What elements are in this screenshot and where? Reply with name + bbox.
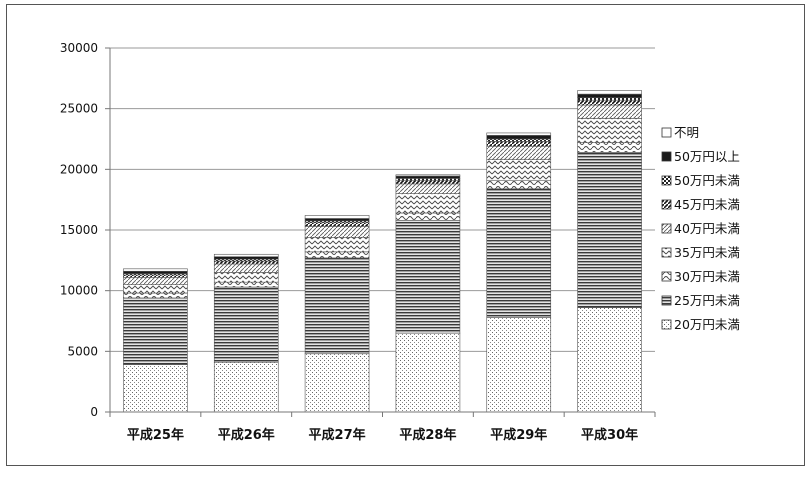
bar-segment bbox=[213, 263, 279, 273]
legend-label: 20万円未満 bbox=[674, 317, 740, 332]
legend-label: 45万円未満 bbox=[674, 197, 740, 212]
bar-segment bbox=[577, 118, 642, 143]
y-tick-label: 30000 bbox=[60, 41, 98, 55]
legend-swatch bbox=[661, 271, 672, 282]
y-tick-label: 15000 bbox=[60, 223, 98, 237]
legend-swatch bbox=[661, 247, 672, 258]
bar-segment bbox=[304, 222, 370, 227]
bar-segment bbox=[577, 90, 642, 95]
bar-segment bbox=[213, 253, 279, 257]
x-tick-label: 平成25年 bbox=[127, 427, 184, 443]
bar-segment bbox=[395, 174, 461, 177]
legend-swatch bbox=[661, 151, 672, 162]
bar-segment bbox=[304, 226, 370, 238]
bar-segment bbox=[304, 251, 370, 259]
bar-segment bbox=[577, 142, 642, 153]
x-tick-label: 平成30年 bbox=[581, 427, 638, 443]
bar-segment bbox=[486, 159, 552, 181]
bar-segment bbox=[213, 281, 279, 288]
y-tick-label: 5000 bbox=[67, 344, 98, 358]
bar-segment bbox=[123, 292, 188, 299]
bar-segment bbox=[123, 277, 188, 285]
bar-segment bbox=[395, 332, 461, 413]
bar-segment bbox=[486, 141, 552, 147]
y-tick-label: 10000 bbox=[60, 284, 98, 298]
legend-label: 不明 bbox=[674, 125, 699, 140]
bar-segment bbox=[577, 97, 642, 101]
legend-label: 50万円未満 bbox=[674, 173, 740, 188]
x-tick-label: 平成27年 bbox=[309, 427, 366, 443]
bar-segment bbox=[123, 274, 188, 278]
legend-swatch bbox=[661, 175, 672, 186]
bar-segment bbox=[395, 183, 461, 194]
legend-label: 50万円以上 bbox=[674, 149, 740, 164]
legend-label: 35万円未満 bbox=[674, 245, 740, 260]
bar-segment bbox=[486, 145, 552, 160]
bar-segment bbox=[486, 138, 552, 142]
bar-segment bbox=[213, 260, 279, 265]
bar-segment bbox=[213, 286, 279, 363]
bar-segment bbox=[123, 364, 188, 413]
legend-swatch bbox=[661, 319, 672, 330]
bar-segment bbox=[395, 212, 461, 221]
legend-swatch bbox=[661, 127, 672, 138]
bar-segment bbox=[304, 215, 370, 219]
bar-segment bbox=[123, 268, 188, 272]
y-tick-label: 25000 bbox=[60, 102, 98, 116]
legend-swatch bbox=[661, 199, 672, 210]
x-tick-label: 平成26年 bbox=[218, 427, 275, 443]
bar-segment bbox=[395, 219, 461, 334]
bar-segment bbox=[213, 361, 279, 413]
bar-segment bbox=[486, 188, 552, 318]
legend-swatch bbox=[661, 295, 672, 306]
x-tick-label: 平成29年 bbox=[490, 427, 547, 443]
bar-segment bbox=[486, 132, 552, 136]
bar-segment bbox=[486, 179, 552, 190]
legend-label: 30万円未満 bbox=[674, 269, 740, 284]
bar-segment bbox=[395, 179, 461, 185]
bar-segment bbox=[577, 93, 642, 99]
bar-segment bbox=[304, 257, 370, 355]
bar-segment bbox=[395, 175, 461, 179]
bar-segment bbox=[304, 236, 370, 253]
bar-segment bbox=[577, 152, 642, 308]
bar-segment bbox=[123, 284, 188, 294]
bar-segment bbox=[486, 317, 552, 413]
bar-segment bbox=[486, 135, 552, 140]
bar-segment bbox=[304, 353, 370, 413]
bar-segment bbox=[213, 272, 279, 283]
legend-label: 40万円未満 bbox=[674, 221, 740, 236]
y-tick-label: 20000 bbox=[60, 162, 98, 176]
legend-label: 25万円未満 bbox=[674, 293, 740, 308]
x-tick-label: 平成28年 bbox=[399, 427, 456, 443]
bar-segment bbox=[577, 307, 642, 413]
bar-segment bbox=[123, 297, 188, 365]
bar-segment bbox=[577, 99, 642, 106]
bar-segment bbox=[304, 218, 370, 222]
bar-segment bbox=[123, 270, 188, 274]
y-tick-label: 0 bbox=[90, 405, 98, 419]
bar-segment bbox=[395, 193, 461, 214]
bar-segment bbox=[577, 104, 642, 119]
bar-segment bbox=[213, 256, 279, 260]
legend-swatch bbox=[661, 223, 672, 234]
